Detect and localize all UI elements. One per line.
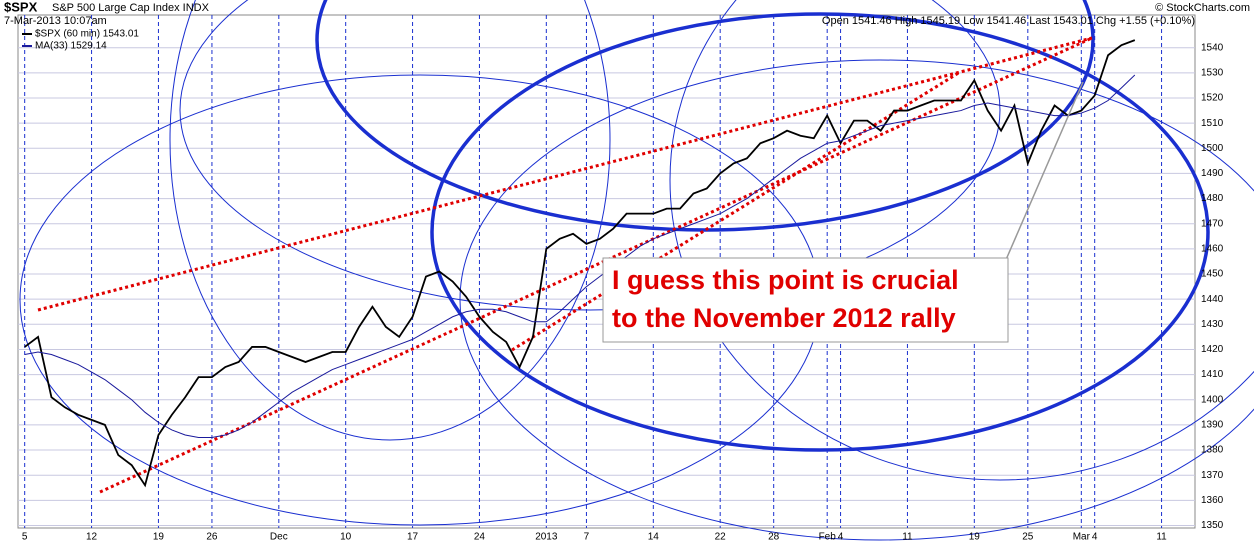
ellipse bbox=[179, 0, 1001, 311]
y-tick-label: 1540 bbox=[1201, 42, 1224, 53]
y-tick-label: 1530 bbox=[1201, 67, 1224, 78]
legend-label: $SPX (60 min) 1543.01 bbox=[35, 29, 139, 40]
trend-line bbox=[99, 36, 1093, 494]
y-tick-label: 1460 bbox=[1201, 244, 1224, 255]
x-tick-label: 5 bbox=[22, 532, 28, 543]
x-tick-label: 2013 bbox=[535, 532, 558, 543]
callout-pointer bbox=[1004, 81, 1084, 263]
trend-line bbox=[37, 36, 1093, 312]
series bbox=[24, 39, 1136, 488]
ellipse bbox=[459, 59, 1254, 541]
x-tick-label: 22 bbox=[715, 532, 727, 543]
credit: © StockCharts.com bbox=[1155, 2, 1250, 14]
x-tick-label: 4 bbox=[838, 532, 844, 543]
x-tick-label: 17 bbox=[407, 532, 419, 543]
callout-box bbox=[602, 257, 1009, 343]
x-tick-label: 12 bbox=[86, 532, 98, 543]
chart-subtitle: S&P 500 Large Cap Index INDX bbox=[52, 2, 210, 14]
x-tick-label: 25 bbox=[1022, 532, 1034, 543]
chart-date: 7-Mar-2013 10:07am bbox=[4, 15, 107, 27]
legend-label: MA(33) 1529.14 bbox=[35, 41, 107, 52]
ellipse bbox=[315, 0, 1095, 232]
y-tick-label: 1410 bbox=[1201, 369, 1224, 380]
y-tick-label: 1360 bbox=[1201, 495, 1224, 506]
y-tick-label: 1510 bbox=[1201, 118, 1224, 129]
y-tick-label: 1440 bbox=[1201, 294, 1224, 305]
y-tick-label: 1490 bbox=[1201, 168, 1224, 179]
trend-lines bbox=[37, 36, 1093, 494]
callout-text: to the November 2012 rally bbox=[612, 303, 956, 333]
x-tick-label: 4 bbox=[1092, 532, 1098, 543]
ellipse bbox=[669, 0, 1254, 481]
chart-title: $SPX bbox=[4, 0, 38, 14]
ellipse bbox=[169, 0, 611, 441]
series-line bbox=[24, 74, 1136, 438]
y-tick-label: 1450 bbox=[1201, 269, 1224, 280]
trend-line bbox=[511, 70, 961, 352]
y-tick-label: 1480 bbox=[1201, 193, 1224, 204]
y-tick-label: 1430 bbox=[1201, 319, 1224, 330]
quote: Open 1541.46 High 1545.19 Low 1541.46 La… bbox=[822, 15, 1195, 27]
y-tick-label: 1420 bbox=[1201, 344, 1224, 355]
y-tick-label: 1500 bbox=[1201, 143, 1224, 154]
x-tick-label: 11 bbox=[1156, 532, 1167, 543]
series-line bbox=[24, 39, 1136, 488]
y-tick-label: 1350 bbox=[1201, 520, 1224, 531]
x-tick-label: Mar bbox=[1073, 532, 1091, 543]
x-tick-label: 14 bbox=[648, 532, 660, 543]
x-tick-label: 7 bbox=[584, 532, 590, 543]
x-tick-label: 28 bbox=[768, 532, 780, 543]
callout-text: I guess this point is crucial bbox=[612, 265, 959, 295]
x-tick-label: 24 bbox=[474, 532, 486, 543]
x-tick-label: 26 bbox=[206, 532, 218, 543]
y-tick-label: 1400 bbox=[1201, 394, 1224, 405]
x-tick-label: 11 bbox=[902, 532, 913, 543]
x-tick-label: 19 bbox=[153, 532, 165, 543]
x-tick-label: Feb bbox=[819, 532, 837, 543]
ellipse bbox=[430, 12, 1210, 452]
y-tick-label: 1390 bbox=[1201, 420, 1224, 431]
y-tick-label: 1470 bbox=[1201, 218, 1224, 229]
y-tick-label: 1370 bbox=[1201, 470, 1224, 481]
y-tick-label: 1520 bbox=[1201, 93, 1224, 104]
x-tick-label: 10 bbox=[340, 532, 352, 543]
x-tick-label: Dec bbox=[270, 532, 288, 543]
y-tick-label: 1380 bbox=[1201, 445, 1224, 456]
x-tick-label: 19 bbox=[969, 532, 981, 543]
